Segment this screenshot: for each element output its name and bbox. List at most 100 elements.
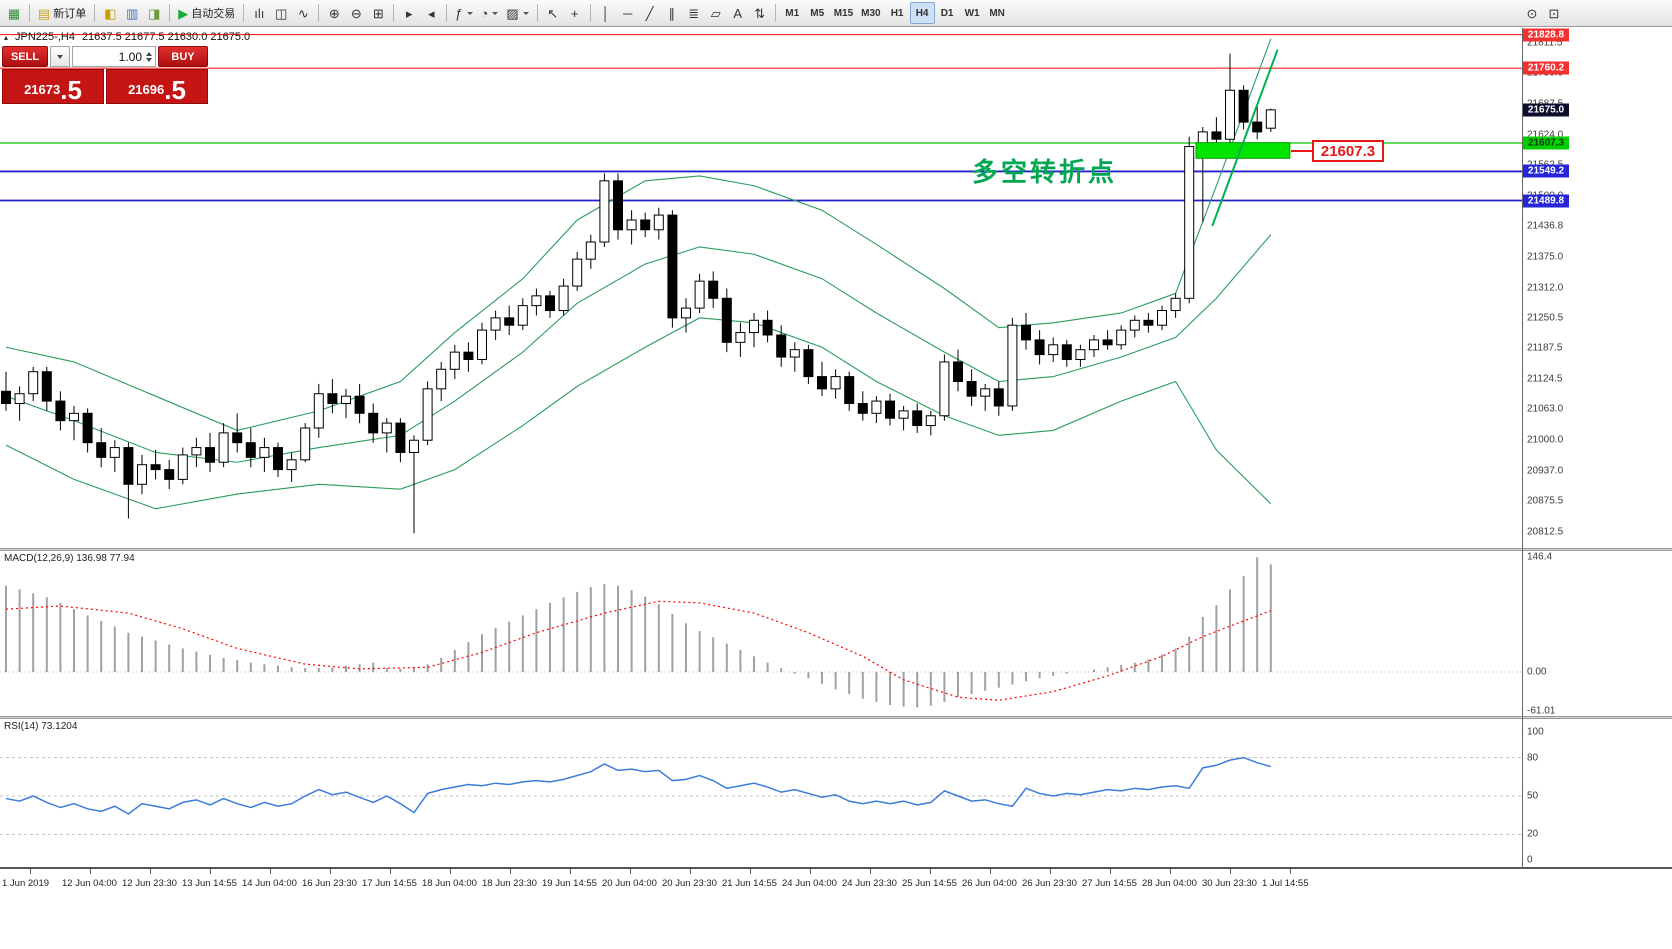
macd-tick: 146.4 <box>1527 551 1553 563</box>
timeframe-m15-button[interactable]: M15 <box>830 2 857 24</box>
new-order-label: 新订单 <box>53 8 87 20</box>
timeframe-d1-button[interactable]: D1 <box>935 2 960 24</box>
time-label: 25 Jun 14:55 <box>902 878 957 889</box>
sell-button[interactable]: SELL <box>2 46 48 67</box>
price-tag-blue: 21489.8 <box>1523 194 1569 207</box>
auto-trading-label: 自动交易 <box>191 8 236 20</box>
time-tick <box>90 869 91 874</box>
chart-shift-icon: ◂ <box>428 5 435 21</box>
buy-price-frac: .5 <box>164 74 186 105</box>
price-scale-zoom-button[interactable]: ⊙ <box>1521 2 1543 24</box>
timeframe-m1-button[interactable]: M1 <box>780 2 805 24</box>
timeframe-m5-button[interactable]: M5 <box>805 2 830 24</box>
time-label: 26 Jun 04:00 <box>962 878 1017 889</box>
market-watch-button[interactable]: ◧ <box>99 2 121 24</box>
timeframe-m30-button[interactable]: M30 <box>857 2 884 24</box>
rsi-tick: 80 <box>1527 752 1539 764</box>
price-tick: 21312.0 <box>1527 282 1564 294</box>
timeframe-w1-button[interactable]: W1 <box>960 2 985 24</box>
time-label: 21 Jun 14:55 <box>722 878 777 889</box>
fibonacci-button[interactable]: ≣ <box>683 2 705 24</box>
rsi-tick: 100 <box>1527 726 1544 738</box>
trade-panel-controls: SELL 1.00 BUY <box>2 46 208 67</box>
trendline-button[interactable]: ╱ <box>639 2 661 24</box>
text-button[interactable]: A <box>727 2 749 24</box>
toolbar-separator <box>774 4 776 22</box>
panel-splitter[interactable] <box>0 548 1672 551</box>
time-label: 20 Jun 23:30 <box>662 878 717 889</box>
time-tick <box>1050 869 1051 874</box>
lot-stepper[interactable] <box>146 51 152 62</box>
time-label: 24 Jun 04:00 <box>782 878 837 889</box>
symbol-icon: ▴ <box>4 32 9 42</box>
shapes-button[interactable]: ▱ <box>705 2 727 24</box>
new-order-icon: ▤ <box>38 5 51 21</box>
indicators-button[interactable]: ƒ <box>451 2 476 24</box>
time-label: 14 Jun 04:00 <box>242 878 297 889</box>
candlestick-chart-button[interactable]: ◫ <box>270 2 292 24</box>
templates-button[interactable]: ▨ <box>502 2 532 24</box>
price-axis-border <box>1522 28 1523 869</box>
equidistant-channel-button[interactable]: ∥ <box>661 2 683 24</box>
toolbar-right-group: ⊙ ⊡ <box>1521 2 1565 24</box>
toolbar-separator <box>94 4 96 22</box>
auto-scroll-button[interactable]: ▸ <box>398 2 420 24</box>
bar-chart-button[interactable]: ılı <box>248 2 270 24</box>
line-chart-button[interactable]: ∿ <box>292 2 314 24</box>
macd-label: MACD(12,26,9) 136.98 77.94 <box>4 553 135 564</box>
auto-trading-button[interactable]: ▶ 自动交易 <box>174 2 239 24</box>
time-tick <box>210 869 211 874</box>
time-label: 12 Jun 04:00 <box>62 878 117 889</box>
navigator-button[interactable]: ◨ <box>143 2 165 24</box>
time-tick <box>930 869 931 874</box>
price-tick: 21687.5 <box>1527 98 1564 110</box>
chart-window-button[interactable]: ▦ <box>3 2 25 24</box>
zoom-out-icon: ⊖ <box>350 5 362 21</box>
time-tick <box>510 869 511 874</box>
periods-button[interactable]: ◔ <box>477 2 503 24</box>
chevron-down-icon <box>57 54 63 59</box>
price-tick: 21250.5 <box>1527 312 1564 324</box>
crosshair-button[interactable]: + <box>564 2 586 24</box>
periods-icon: ◔ <box>480 5 489 21</box>
data-window-button[interactable]: ▥ <box>121 2 143 24</box>
vertical-line-icon: │ <box>601 5 610 21</box>
time-tick <box>630 869 631 874</box>
timeframe-h4-button[interactable]: H4 <box>909 2 935 24</box>
time-tick <box>1170 869 1171 874</box>
zoom-out-button[interactable]: ⊖ <box>345 2 367 24</box>
rsi-panel-canvas[interactable] <box>0 719 1522 867</box>
toolbar-separator <box>446 4 448 22</box>
price-tick: 21624.0 <box>1527 129 1564 141</box>
crosshair-icon: + <box>570 5 579 21</box>
step-by-step-button[interactable]: ⊡ <box>1543 2 1565 24</box>
price-scale-zoom-icon: ⊙ <box>1526 5 1538 21</box>
lot-size-field[interactable]: 1.00 <box>72 46 156 67</box>
price-flag: 21607.3 <box>1312 140 1384 162</box>
arrows-button[interactable]: ⇅ <box>749 2 771 24</box>
time-tick <box>150 869 151 874</box>
lot-size-value: 1.00 <box>118 49 142 64</box>
timeframe-mn-button[interactable]: MN <box>985 2 1010 24</box>
time-tick <box>810 869 811 874</box>
macd-panel-canvas[interactable] <box>0 551 1522 716</box>
sell-price[interactable]: 21673.5 <box>2 69 104 104</box>
timeframe-h1-button[interactable]: H1 <box>885 2 910 24</box>
buy-price[interactable]: 21696.5 <box>106 69 208 104</box>
price-tick: 21375.0 <box>1527 251 1564 263</box>
cursor-button[interactable]: ↖ <box>542 2 564 24</box>
horizontal-line-button[interactable]: ─ <box>617 2 639 24</box>
price-tick: 21187.5 <box>1527 342 1563 354</box>
vertical-line-button[interactable]: │ <box>595 2 617 24</box>
time-tick <box>1290 869 1291 874</box>
tile-windows-button[interactable]: ⊞ <box>367 2 389 24</box>
chart-shift-button[interactable]: ◂ <box>420 2 442 24</box>
new-order-button[interactable]: ▤ 新订单 <box>34 2 90 24</box>
panel-splitter[interactable] <box>0 716 1672 719</box>
buy-button[interactable]: BUY <box>158 46 208 67</box>
order-type-dropdown[interactable] <box>50 46 70 67</box>
zoom-in-button[interactable]: ⊕ <box>323 2 345 24</box>
time-label: 27 Jun 14:55 <box>1082 878 1137 889</box>
annotation-text: 多空转折点 <box>972 157 1118 187</box>
main-chart-canvas[interactable] <box>0 28 1522 548</box>
